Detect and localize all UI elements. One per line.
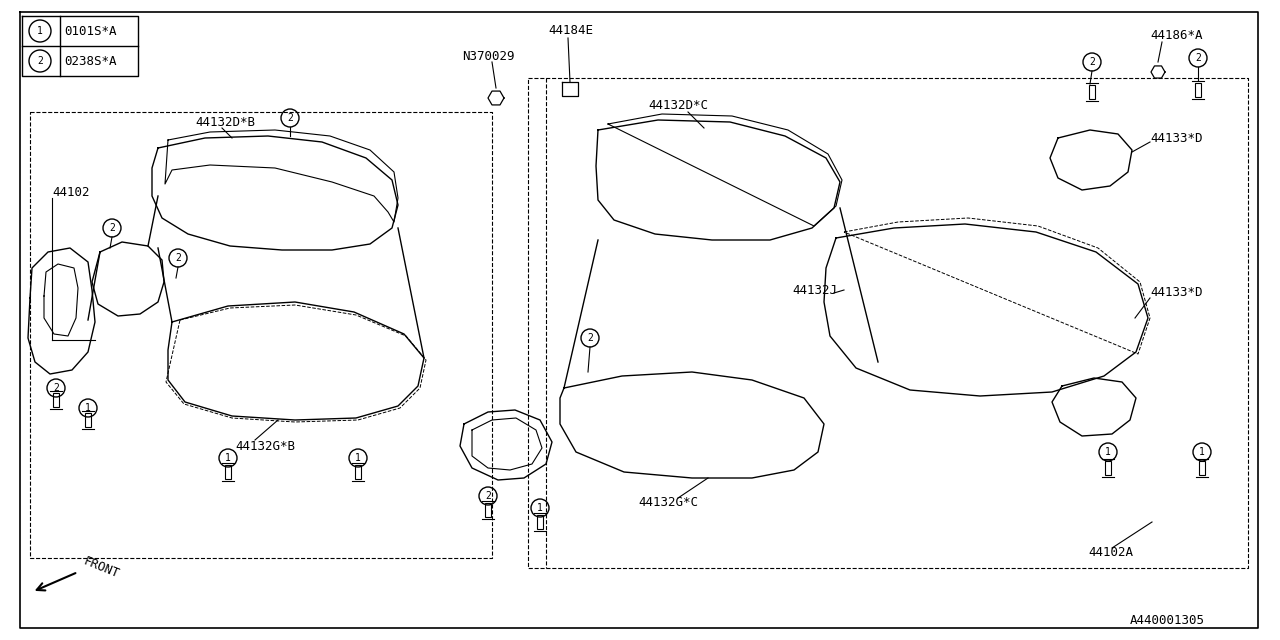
Text: 44132D*C: 44132D*C bbox=[648, 99, 708, 111]
Text: 2: 2 bbox=[1196, 53, 1201, 63]
Bar bbox=[1199, 461, 1204, 475]
Text: 44132D*B: 44132D*B bbox=[195, 115, 255, 129]
Bar bbox=[538, 515, 543, 529]
Bar bbox=[225, 465, 230, 479]
Text: A440001305: A440001305 bbox=[1130, 614, 1204, 627]
Bar bbox=[84, 413, 91, 427]
Text: 0101S*A: 0101S*A bbox=[64, 24, 116, 38]
Text: 1: 1 bbox=[538, 503, 543, 513]
Bar bbox=[1105, 461, 1111, 475]
Text: 44184E: 44184E bbox=[548, 24, 593, 36]
Text: 2: 2 bbox=[287, 113, 293, 123]
Text: 2: 2 bbox=[175, 253, 180, 263]
Text: 2: 2 bbox=[1089, 57, 1094, 67]
Text: 44132J: 44132J bbox=[792, 284, 837, 296]
Text: FRONT: FRONT bbox=[82, 555, 122, 581]
Bar bbox=[485, 503, 492, 517]
Bar bbox=[355, 465, 361, 479]
Text: 44102A: 44102A bbox=[1088, 545, 1133, 559]
Text: 2: 2 bbox=[52, 383, 59, 393]
Text: N370029: N370029 bbox=[462, 49, 515, 63]
Text: 0238S*A: 0238S*A bbox=[64, 54, 116, 67]
Text: 2: 2 bbox=[37, 56, 44, 66]
Text: 1: 1 bbox=[355, 453, 361, 463]
Text: 44133*D: 44133*D bbox=[1149, 285, 1202, 298]
Text: 1: 1 bbox=[1105, 447, 1111, 457]
Text: 44133*D: 44133*D bbox=[1149, 131, 1202, 145]
Text: 44132G*B: 44132G*B bbox=[236, 440, 294, 452]
Text: 1: 1 bbox=[37, 26, 44, 36]
Text: 1: 1 bbox=[1199, 447, 1204, 457]
Text: 2: 2 bbox=[588, 333, 593, 343]
Text: 1: 1 bbox=[225, 453, 230, 463]
Text: 44102: 44102 bbox=[52, 186, 90, 198]
Bar bbox=[1196, 83, 1201, 97]
Bar bbox=[52, 393, 59, 407]
Text: 2: 2 bbox=[485, 491, 492, 501]
Text: 1: 1 bbox=[84, 403, 91, 413]
Bar bbox=[1089, 85, 1094, 99]
Text: 44186*A: 44186*A bbox=[1149, 29, 1202, 42]
Text: 2: 2 bbox=[109, 223, 115, 233]
Text: 44132G*C: 44132G*C bbox=[637, 495, 698, 509]
